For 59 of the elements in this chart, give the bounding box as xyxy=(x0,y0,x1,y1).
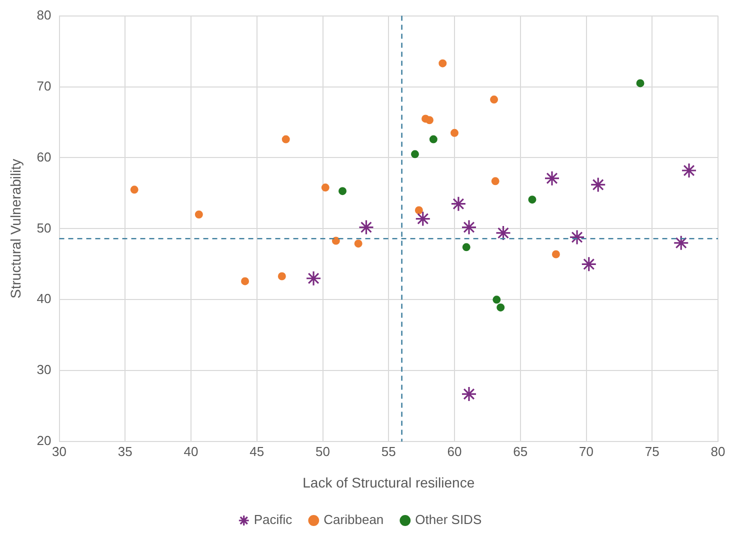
point xyxy=(569,229,585,246)
y-axis-title: Structural Vulnerability xyxy=(7,158,24,298)
point xyxy=(306,270,322,286)
x-tick-label: 60 xyxy=(447,444,462,459)
point xyxy=(496,303,505,312)
y-tick-label: 20 xyxy=(36,433,52,448)
point xyxy=(425,116,434,124)
legend-label: Other SIDS xyxy=(415,512,482,528)
x-tick-label: 50 xyxy=(316,444,330,459)
point xyxy=(438,59,447,68)
x-axis-title: Lack of Structural resilience xyxy=(302,474,475,490)
point xyxy=(491,177,500,186)
x-tick-label: 45 xyxy=(250,444,264,459)
legend-label: Pacific xyxy=(254,512,293,528)
point xyxy=(681,162,697,178)
point xyxy=(358,219,374,236)
x-tick-label: 80 xyxy=(710,444,726,459)
point xyxy=(282,135,290,144)
point xyxy=(461,386,477,402)
point xyxy=(338,187,347,196)
point xyxy=(552,250,560,258)
point xyxy=(490,96,498,104)
point xyxy=(528,196,536,204)
x-tick-label: 40 xyxy=(184,444,198,459)
point xyxy=(673,235,689,251)
point xyxy=(636,79,644,88)
point xyxy=(450,196,466,212)
point xyxy=(450,128,459,137)
x-tick-label: 55 xyxy=(381,444,396,459)
point xyxy=(130,186,138,194)
point xyxy=(354,240,362,248)
point xyxy=(590,176,606,192)
point xyxy=(462,243,470,252)
x-tick-label: 35 xyxy=(118,444,132,459)
y-tick-label: 70 xyxy=(36,78,52,94)
point xyxy=(278,272,286,280)
x-tick-label: 75 xyxy=(644,444,660,459)
y-tick-label: 60 xyxy=(36,149,52,164)
x-tick-label: 30 xyxy=(52,444,66,459)
y-tick-label: 40 xyxy=(36,291,52,306)
y-tick-label: 50 xyxy=(36,220,52,236)
point xyxy=(415,210,431,227)
point xyxy=(332,236,340,245)
point xyxy=(414,206,423,214)
y-tick-label: 30 xyxy=(36,362,52,378)
x-tick-label: 65 xyxy=(513,444,528,459)
point xyxy=(321,184,330,192)
legend-label: Caribbean xyxy=(324,512,384,528)
point xyxy=(194,210,203,219)
point xyxy=(492,296,501,304)
point xyxy=(241,277,250,286)
point xyxy=(461,219,477,236)
point xyxy=(429,135,438,144)
point xyxy=(495,225,512,241)
x-tick-label: 70 xyxy=(579,444,594,459)
y-tick-label: 80 xyxy=(36,7,52,22)
point xyxy=(581,256,597,272)
point xyxy=(544,170,560,186)
point xyxy=(410,150,419,158)
